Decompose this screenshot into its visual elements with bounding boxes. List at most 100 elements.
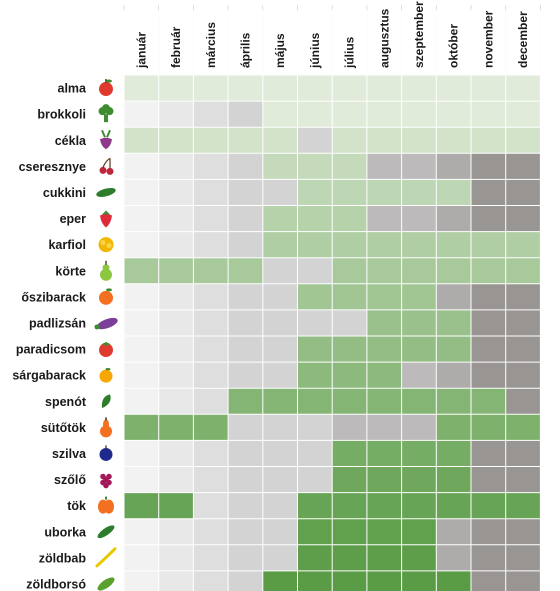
cell-4-5 <box>297 179 333 206</box>
cell-1-9 <box>436 101 471 128</box>
cell-0-0 <box>124 75 159 102</box>
peach-icon <box>99 288 113 305</box>
cell-13-5 <box>297 414 333 441</box>
cell-5-7 <box>366 205 402 232</box>
apple-icon <box>99 79 113 97</box>
cell-3-10 <box>471 153 506 180</box>
cell-18-11 <box>505 544 541 571</box>
cell-1-2 <box>193 101 229 128</box>
cell-7-2 <box>193 257 229 284</box>
row-label-0: alma <box>58 82 88 96</box>
cell-17-7 <box>366 518 402 545</box>
cell-12-9 <box>436 388 471 415</box>
cell-5-9 <box>436 205 471 232</box>
cell-17-5 <box>297 518 333 545</box>
cell-15-0 <box>124 466 159 493</box>
cell-8-11 <box>505 283 541 310</box>
squash-icon <box>100 417 112 438</box>
cell-15-5 <box>297 466 333 493</box>
cell-11-7 <box>366 362 402 389</box>
cell-5-5 <box>297 205 333 232</box>
cell-17-1 <box>158 518 194 545</box>
cell-17-6 <box>332 518 367 545</box>
cell-10-10 <box>471 336 506 363</box>
cell-16-4 <box>262 492 298 519</box>
cell-1-8 <box>401 101 437 128</box>
cell-4-8 <box>401 179 437 206</box>
cell-2-9 <box>436 127 471 154</box>
cell-19-0 <box>124 570 159 591</box>
cell-6-5 <box>297 231 333 258</box>
cell-4-7 <box>366 179 402 206</box>
tomato-icon <box>99 342 113 358</box>
cell-5-4 <box>262 205 298 232</box>
cell-18-9 <box>436 544 471 571</box>
cell-2-3 <box>228 127 263 154</box>
cell-4-0 <box>124 179 159 206</box>
cell-0-2 <box>193 75 229 102</box>
cell-14-5 <box>297 440 333 467</box>
cell-2-8 <box>401 127 437 154</box>
cell-9-1 <box>158 309 194 336</box>
cell-15-10 <box>471 466 506 493</box>
cell-11-1 <box>158 362 194 389</box>
cell-9-5 <box>297 309 333 336</box>
cell-13-8 <box>401 414 437 441</box>
cell-13-9 <box>436 414 471 441</box>
cell-6-7 <box>366 231 402 258</box>
month-label-4: május <box>273 33 287 68</box>
cell-8-3 <box>228 283 263 310</box>
cell-10-0 <box>124 336 159 363</box>
cell-3-0 <box>124 153 159 180</box>
row-label-19: zöldborsó <box>26 577 86 591</box>
cell-8-6 <box>332 283 367 310</box>
cell-0-5 <box>297 75 333 102</box>
cell-2-2 <box>193 127 229 154</box>
cell-18-0 <box>124 544 159 571</box>
cell-11-10 <box>471 362 506 389</box>
cell-9-9 <box>436 309 471 336</box>
cell-13-10 <box>471 414 506 441</box>
cell-4-11 <box>505 179 541 206</box>
cell-17-0 <box>124 518 159 545</box>
cell-0-4 <box>262 75 298 102</box>
cell-12-1 <box>158 388 194 415</box>
row-label-9: padlizsán <box>29 316 86 330</box>
cell-6-4 <box>262 231 298 258</box>
cell-15-9 <box>436 466 471 493</box>
cell-10-9 <box>436 336 471 363</box>
cell-4-6 <box>332 179 367 206</box>
month-label-1: február <box>169 26 183 68</box>
cell-0-1 <box>158 75 194 102</box>
row-label-3: cseresznye <box>19 160 86 174</box>
cell-6-0 <box>124 231 159 258</box>
cell-19-1 <box>158 570 194 591</box>
cell-11-3 <box>228 362 263 389</box>
cell-10-7 <box>366 336 402 363</box>
cell-16-0 <box>124 492 159 519</box>
cell-4-10 <box>471 179 506 206</box>
row-label-11: sárgabarack <box>12 369 86 383</box>
cell-11-6 <box>332 362 367 389</box>
cell-16-2 <box>193 492 229 519</box>
cell-18-2 <box>193 544 229 571</box>
cell-0-9 <box>436 75 471 102</box>
pumpkin-icon <box>98 496 114 514</box>
cell-3-3 <box>228 153 263 180</box>
cell-6-9 <box>436 231 471 258</box>
cell-7-7 <box>366 257 402 284</box>
cell-9-0 <box>124 309 159 336</box>
cell-0-3 <box>228 75 263 102</box>
cell-7-0 <box>124 257 159 284</box>
cell-14-8 <box>401 440 437 467</box>
cell-16-6 <box>332 492 367 519</box>
cell-8-8 <box>401 283 437 310</box>
cell-2-11 <box>505 127 541 154</box>
cell-10-4 <box>262 336 298 363</box>
cell-7-5 <box>297 257 333 284</box>
cell-16-11 <box>505 492 541 519</box>
plum-icon <box>99 445 113 461</box>
cell-13-6 <box>332 414 367 441</box>
pear-icon <box>100 260 112 281</box>
cell-5-11 <box>505 205 541 232</box>
